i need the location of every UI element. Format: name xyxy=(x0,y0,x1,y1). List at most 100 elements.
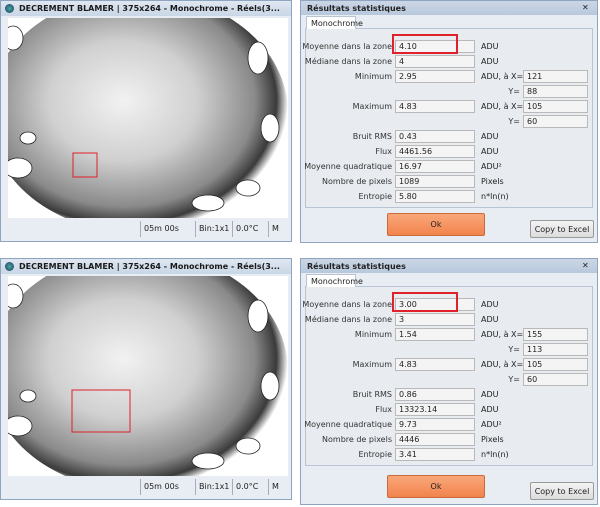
noise-patch xyxy=(19,389,37,403)
copy-button[interactable]: Copy to Excel xyxy=(530,220,594,238)
y-label: Y= xyxy=(508,87,520,96)
noise-patch xyxy=(191,452,225,470)
row-value: 0.86 xyxy=(395,388,475,401)
row-label: Maximum xyxy=(352,360,392,369)
row-unit: ADU xyxy=(481,315,499,324)
x-value: 121 xyxy=(523,70,588,83)
row-label: Moyenne quadratique xyxy=(304,162,392,171)
row-value: 4461.56 xyxy=(395,145,475,158)
row-label: Minimum xyxy=(354,330,392,339)
row-unit: ADU, à X= xyxy=(481,360,524,369)
app-icon xyxy=(5,262,14,271)
row-label: Bruit RMS xyxy=(352,390,392,399)
row-label: Entropie xyxy=(358,450,393,459)
status-bar xyxy=(1,220,291,238)
y-value: 88 xyxy=(523,85,588,98)
row-value: 3 xyxy=(395,313,475,326)
status-cell: 0.0°C xyxy=(232,221,268,237)
row-unit: ADU, à X= xyxy=(481,330,524,339)
noise-patch xyxy=(19,131,37,145)
noise-patch xyxy=(8,415,33,437)
row-value: 4.83 xyxy=(395,100,475,113)
star-image xyxy=(8,276,288,476)
noise-patch xyxy=(191,194,225,212)
noise-patch xyxy=(8,157,33,179)
row-label: Moyenne quadratique xyxy=(304,420,392,429)
row-value: 3.41 xyxy=(395,448,475,461)
row-label: Nombre de pixels xyxy=(322,177,392,186)
status-cell: M xyxy=(268,479,288,495)
status-cell: M xyxy=(268,221,288,237)
row-label: Maximum xyxy=(352,102,392,111)
row-unit: n*ln(n) xyxy=(481,192,509,201)
noise-patch xyxy=(260,113,280,143)
noise-patch xyxy=(247,299,269,333)
row-unit: ADU xyxy=(481,132,499,141)
row-unit: ADU xyxy=(481,42,499,51)
image-view xyxy=(8,276,288,476)
row-unit: ADU² xyxy=(481,162,502,171)
noise-patch xyxy=(8,25,24,51)
y-value: 60 xyxy=(523,373,588,386)
row-label: Minimum xyxy=(354,72,392,81)
row-value: 4446 xyxy=(395,433,475,446)
status-cell: 05m 00s xyxy=(140,221,195,237)
row-value: 5.80 xyxy=(395,190,475,203)
y-value: 60 xyxy=(523,115,588,128)
row-unit: Pixels xyxy=(481,435,504,444)
status-cell: Bin:1x1 xyxy=(195,221,232,237)
close-button[interactable]: ✕ xyxy=(582,3,589,12)
row-value: 4.83 xyxy=(395,358,475,371)
status-cell: 05m 00s xyxy=(140,479,195,495)
selection-zone xyxy=(72,152,98,178)
copy-button[interactable]: Copy to Excel xyxy=(530,482,594,500)
noise-patch xyxy=(247,41,269,75)
row-label: Entropie xyxy=(358,192,393,201)
star-image xyxy=(8,18,288,218)
row-unit: ADU xyxy=(481,147,499,156)
ok-button[interactable]: Ok xyxy=(387,213,485,236)
close-button[interactable]: ✕ xyxy=(582,261,589,270)
window-title: DECREMENT BLAMER | 375x264 - Monochrome … xyxy=(1,259,291,274)
x-value: 105 xyxy=(523,358,588,371)
status-cell: 0.0°C xyxy=(232,479,268,495)
dialog-title: Résultats statistiques xyxy=(301,1,597,15)
dialog-title: Résultats statistiques xyxy=(301,259,597,273)
status-cell: Bin:1x1 xyxy=(195,479,232,495)
row-value: 2.95 xyxy=(395,70,475,83)
row-unit: ADU xyxy=(481,390,499,399)
row-label: Flux xyxy=(375,147,392,156)
row-unit: ADU xyxy=(481,57,499,66)
ok-button[interactable]: Ok xyxy=(387,475,485,498)
x-value: 155 xyxy=(523,328,588,341)
highlight xyxy=(392,34,458,54)
selection-zone xyxy=(71,389,131,433)
image-view xyxy=(8,18,288,218)
row-value: 1089 xyxy=(395,175,475,188)
y-label: Y= xyxy=(508,345,520,354)
row-unit: ADU, à X= xyxy=(481,72,524,81)
row-value: 13323.14 xyxy=(395,403,475,416)
tab[interactable]: Monochrome xyxy=(306,274,363,287)
y-label: Y= xyxy=(508,117,520,126)
x-value: 105 xyxy=(523,100,588,113)
app-icon xyxy=(5,4,14,13)
tab[interactable]: Monochrome xyxy=(306,16,363,29)
row-unit: ADU xyxy=(481,300,499,309)
row-label: Moyenne dans la zone xyxy=(302,300,392,309)
noise-patch xyxy=(8,283,24,309)
row-label: Nombre de pixels xyxy=(322,435,392,444)
row-label: Flux xyxy=(375,405,392,414)
row-label: Médiane dans la zone xyxy=(304,315,392,324)
row-value: 4 xyxy=(395,55,475,68)
highlight xyxy=(392,292,458,312)
y-value: 113 xyxy=(523,343,588,356)
noise-patch xyxy=(235,179,261,197)
row-value: 16.97 xyxy=(395,160,475,173)
row-unit: ADU² xyxy=(481,420,502,429)
row-unit: ADU, à X= xyxy=(481,102,524,111)
y-label: Y= xyxy=(508,375,520,384)
row-unit: ADU xyxy=(481,405,499,414)
row-label: Bruit RMS xyxy=(352,132,392,141)
